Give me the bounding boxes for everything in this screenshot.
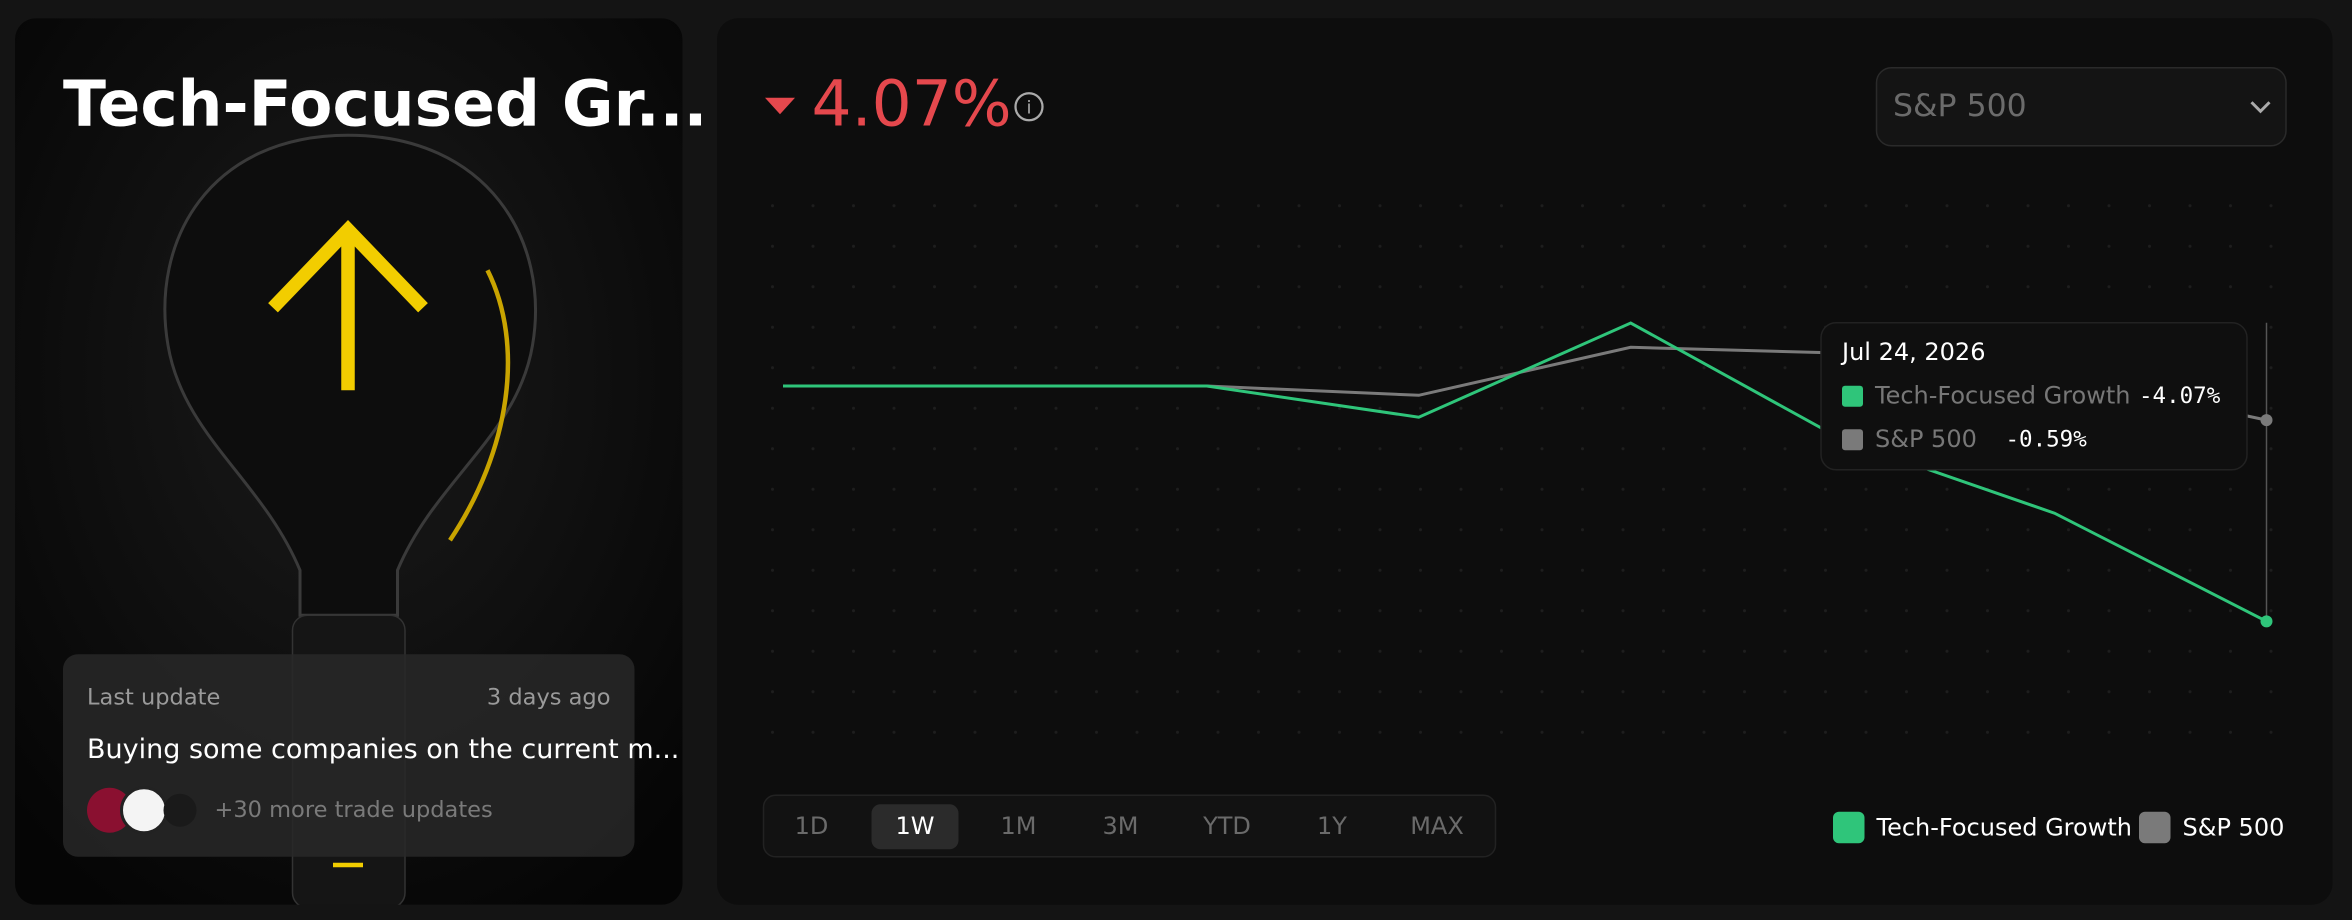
update-text: Buying some companies on the current m..… <box>87 734 679 765</box>
legend-swatch <box>1833 811 1865 844</box>
bulb-highlight <box>448 269 511 542</box>
card-title: Tech-Focused Gr... <box>63 67 708 140</box>
last-update-label: Last update <box>87 684 220 710</box>
down-arrow <box>765 97 795 115</box>
glow <box>333 862 363 868</box>
tooltip-swatch <box>1842 385 1863 407</box>
tooltip-series: S&P 500 <box>1875 425 1977 453</box>
benchmark: S&P 500 <box>1893 88 2027 124</box>
tooltip <box>1820 322 2248 471</box>
dot-grid <box>765 180 2280 766</box>
end-point <box>2260 414 2273 427</box>
tooltip-swatch <box>1842 429 1863 451</box>
tooltip-date: Jul 24, 2026 <box>1840 338 1985 366</box>
range-button[interactable]: MAX <box>1410 812 1464 840</box>
logo <box>87 787 132 833</box>
benchmark-dropdown[interactable] <box>1875 67 2287 147</box>
legend-label: S&P 500 <box>2183 813 2285 841</box>
range-button[interactable]: YTD <box>1202 812 1251 840</box>
series-line <box>783 321 2268 623</box>
svg-text:i: i <box>1026 97 1031 118</box>
range-button[interactable]: 3M <box>1103 812 1139 840</box>
tooltip-series: Tech-Focused Growth <box>1874 381 2130 409</box>
tooltip-value: -0.59% <box>2006 426 2088 452</box>
logo <box>120 786 168 835</box>
range-selected <box>871 804 959 850</box>
range-button[interactable]: 1D <box>795 812 829 840</box>
end-point <box>2260 615 2273 628</box>
change: 4.07% <box>812 67 1012 140</box>
legend-label: Tech-Focused Growth <box>1876 813 2132 841</box>
chevron <box>2250 101 2271 114</box>
range-button[interactable]: 1W <box>896 812 935 840</box>
arrow <box>268 220 428 391</box>
tooltip-value: -4.07% <box>2139 383 2221 409</box>
range-button[interactable]: 1M <box>1001 812 1037 840</box>
range-button[interactable]: 1Y <box>1317 812 1347 840</box>
logo <box>163 793 197 827</box>
update-box <box>63 654 635 857</box>
legend-swatch <box>2139 811 2171 844</box>
info-icon[interactable]: i <box>1014 92 1044 122</box>
more-updates: +30 more trade updates <box>215 797 493 823</box>
last-update-value: 3 days ago <box>487 684 611 710</box>
